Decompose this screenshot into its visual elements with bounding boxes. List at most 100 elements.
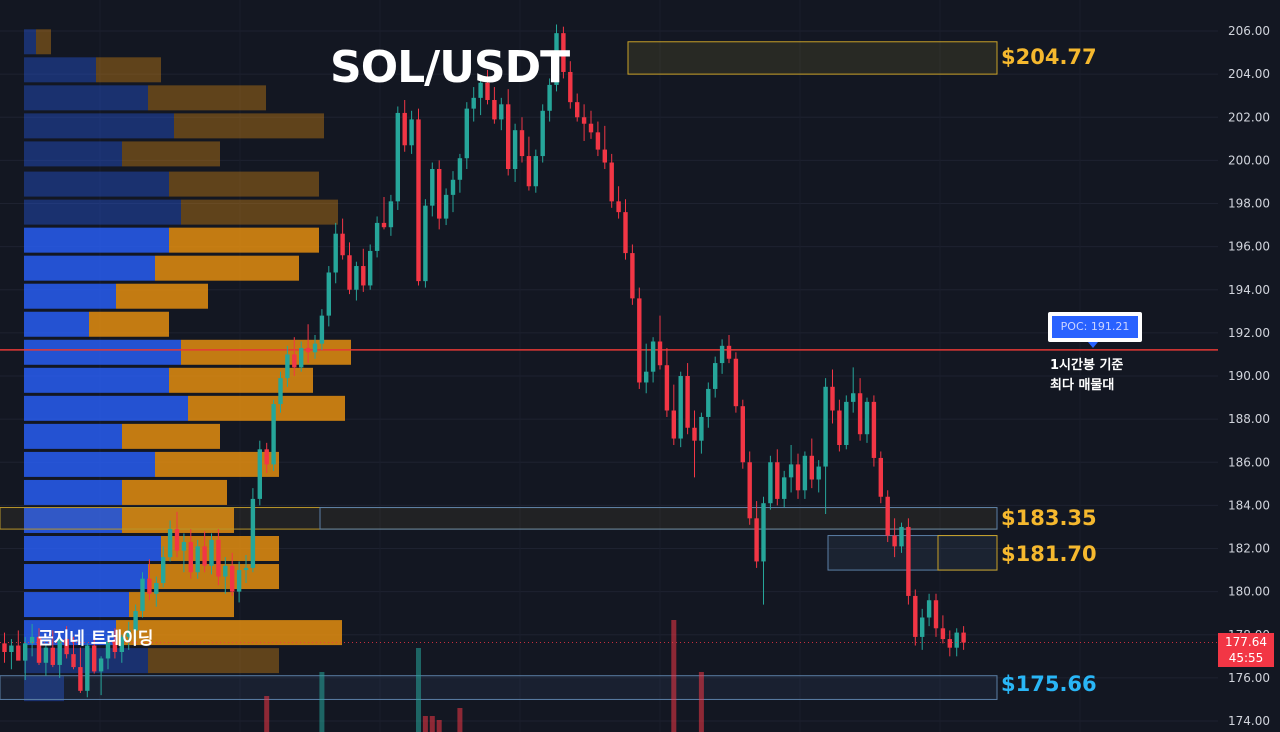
support-zone-183-blue	[319, 507, 998, 530]
candle-body	[257, 449, 262, 499]
vp-sell-bar	[188, 395, 345, 421]
candle-body	[264, 449, 269, 465]
candle-body	[664, 365, 670, 411]
candle-body	[526, 156, 532, 187]
vp-sell-bar	[96, 57, 161, 83]
candle-body	[851, 393, 856, 402]
vp-sell-bar	[36, 29, 51, 55]
vp-buy-bar	[24, 171, 169, 197]
candle-body	[471, 97, 476, 109]
candle-body	[947, 639, 952, 648]
support-zone-183	[0, 507, 998, 530]
vp-buy-bar	[24, 564, 148, 590]
candle-body	[575, 102, 580, 118]
level-label-183: $183.35	[1001, 506, 1097, 531]
candle-body	[354, 266, 359, 290]
candle-body	[16, 645, 21, 661]
y-tick-label: 198.00	[1228, 197, 1270, 211]
candle-body	[519, 130, 525, 157]
candle-body	[443, 194, 449, 219]
candle-body	[305, 347, 311, 353]
candle-body	[230, 565, 235, 592]
vp-buy-bar	[24, 536, 161, 561]
candle-body	[802, 455, 808, 491]
candle-body	[78, 667, 83, 691]
candle-body	[140, 578, 145, 612]
vp-sell-bar	[122, 479, 227, 505]
candle-body	[92, 645, 97, 672]
candle-body	[857, 393, 863, 435]
vp-sell-bar	[129, 592, 234, 618]
candle-body	[940, 628, 946, 640]
candle-body	[147, 578, 152, 594]
candle-body	[312, 343, 318, 353]
vp-sell-bar	[169, 367, 313, 393]
candle-body	[457, 158, 463, 180]
candle-body	[761, 503, 766, 562]
candle-body	[126, 630, 131, 637]
candle-body	[450, 179, 456, 195]
candle-body	[754, 518, 759, 562]
volume-bar	[264, 696, 270, 732]
support-zone-181-blue	[827, 535, 998, 571]
y-tick-label: 176.00	[1228, 671, 1270, 685]
candle-body	[285, 354, 290, 379]
level-label-181: $181.70	[1001, 541, 1097, 566]
candle-body	[540, 110, 545, 157]
candle-body	[506, 104, 511, 169]
candle-body	[499, 104, 504, 120]
vp-sell-bar	[155, 255, 299, 281]
candle-body	[844, 401, 849, 445]
candle-body	[837, 410, 842, 445]
chart-title: SOL/USDT	[330, 42, 570, 93]
candle-body	[547, 84, 552, 111]
vp-sell-bar	[174, 113, 324, 139]
y-tick-label: 190.00	[1228, 369, 1270, 383]
candle-body	[782, 477, 787, 499]
poc-annotation: 1시간봉 기준 최다 매물대	[1050, 356, 1123, 396]
vp-buy-bar	[24, 367, 169, 393]
y-tick-label: 204.00	[1228, 67, 1270, 81]
candle-body	[430, 169, 435, 206]
y-tick-label: 192.00	[1228, 326, 1270, 340]
candle-body	[954, 632, 959, 648]
level-label-175: $175.66	[1001, 672, 1097, 697]
candle-body	[602, 149, 607, 163]
candle-body	[57, 639, 62, 665]
vp-buy-bar	[24, 479, 122, 505]
y-tick-label: 182.00	[1228, 542, 1270, 556]
vp-buy-bar	[24, 57, 96, 83]
candle-body	[492, 100, 497, 120]
candle-body	[692, 427, 697, 441]
candle-body	[920, 617, 925, 637]
candle-body	[340, 233, 345, 256]
candle-body	[43, 647, 49, 663]
candle-body	[464, 108, 469, 159]
volume-bar	[416, 648, 421, 732]
candle-body	[250, 498, 256, 568]
candle-body	[23, 643, 28, 661]
support-zone-175	[0, 675, 998, 700]
candle-body	[195, 546, 200, 573]
y-tick-label: 206.00	[1228, 24, 1270, 38]
candle-body	[29, 636, 35, 644]
vp-sell-bar	[122, 141, 220, 167]
poc-pointer-icon	[1088, 342, 1098, 348]
candle-body	[105, 641, 111, 659]
candle-body	[98, 658, 104, 672]
candle-body	[747, 462, 752, 519]
candle-body	[485, 82, 490, 100]
candle-body	[50, 647, 55, 665]
candle-body	[637, 298, 642, 383]
candle-body	[9, 645, 14, 652]
y-tick-label: 200.00	[1228, 153, 1270, 167]
candle-body	[678, 376, 683, 439]
candle-body	[775, 462, 780, 499]
y-tick-label: 186.00	[1228, 455, 1270, 469]
candle-body	[36, 636, 42, 663]
candle-body	[906, 526, 911, 596]
candle-body	[409, 119, 414, 146]
vp-sell-bar	[89, 311, 169, 337]
